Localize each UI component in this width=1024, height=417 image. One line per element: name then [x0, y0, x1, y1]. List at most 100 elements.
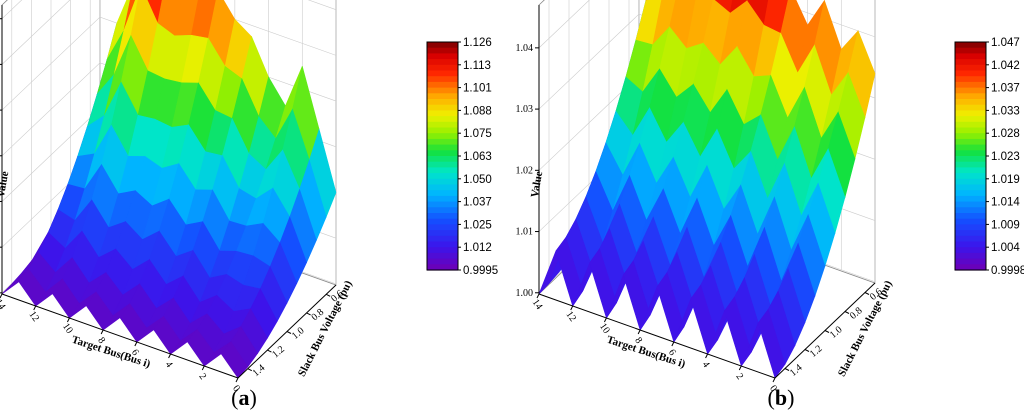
panel-label-close: ) — [787, 385, 794, 410]
x-tick-label: 14 — [0, 297, 7, 312]
surface-patch — [713, 0, 733, 14]
x-tick-label: 14 — [530, 297, 545, 312]
colorbar-band — [427, 184, 458, 191]
x-axis-line — [1, 293, 239, 379]
z-axis-title: Value — [0, 170, 11, 198]
colorbar-band — [955, 70, 986, 77]
y-tick-label: 1.4 — [788, 362, 805, 378]
y-tick-label: 1.0 — [828, 324, 845, 340]
colorbar-band — [427, 70, 458, 77]
colorbar-band — [427, 87, 458, 94]
colorbar-band — [427, 195, 458, 203]
x-tick-label: 6 — [129, 347, 141, 357]
colorbar-band — [427, 258, 458, 265]
colorbar-tick-label: 1.025 — [463, 219, 492, 231]
z-tick-label: 1.02 — [516, 165, 534, 176]
x-tick-label: 8 — [95, 335, 107, 345]
x-tick-mark — [671, 341, 675, 347]
colorbar-band — [955, 241, 986, 248]
z-tick-label: 1.01 — [516, 227, 534, 238]
colorbar-band — [955, 247, 986, 254]
y-tick-mark — [325, 293, 331, 297]
colorbar-band — [427, 121, 458, 129]
x-tick-mark — [536, 293, 540, 299]
colorbar-band — [427, 230, 458, 237]
colorbar-band — [427, 138, 458, 146]
x-tick-label: 0 — [230, 383, 242, 393]
y-axis-title: Slack Bus Voltage (pu) — [836, 278, 895, 378]
colorbar-band — [955, 173, 986, 180]
x-tick-mark — [168, 353, 172, 359]
z-gridline — [1, 0, 337, 65]
y-tick-mark — [247, 368, 253, 372]
colorbar-band — [427, 167, 458, 174]
colorbar-tick-label: 1.088 — [463, 105, 492, 117]
colorbar-tick-label: 1.126 — [463, 37, 492, 49]
colorbar-band — [427, 64, 458, 72]
x-tick-mark — [100, 329, 104, 335]
colorbar-band — [955, 64, 986, 72]
colorbar-band — [955, 99, 986, 106]
colorbar-band — [427, 241, 458, 248]
colorbar-band — [427, 213, 458, 220]
colorbar-tick-label: 1.023 — [991, 151, 1020, 163]
x-tick-label: 4 — [700, 359, 712, 369]
panel-label-open: ( — [768, 385, 775, 410]
colorbar-band — [427, 207, 458, 214]
colorbar-band — [427, 93, 458, 100]
colorbar-band — [955, 235, 986, 243]
x-tick-label: 2 — [733, 371, 745, 381]
colorbar-band — [427, 53, 458, 60]
y-axis-title: Slack Bus Voltage (pu) — [296, 278, 355, 378]
y-tick-label: 0.8 — [848, 305, 865, 321]
colorbar-tick-label: 1.028 — [991, 128, 1020, 140]
colorbar-band — [955, 87, 986, 94]
x-tick-label: 2 — [196, 371, 208, 381]
colorbar-band — [955, 116, 986, 123]
x-tick-mark — [603, 317, 607, 323]
colorbar-band — [955, 121, 986, 129]
colorbar-band — [955, 144, 986, 151]
x-tick-label: 6 — [666, 347, 678, 357]
colorbar-band — [427, 144, 458, 151]
colorbar-band — [955, 161, 986, 168]
colorbar-band — [955, 47, 986, 54]
y-tick-mark — [306, 312, 311, 316]
colorbar-tick-label: 1.014 — [991, 197, 1020, 209]
colorbar-band — [955, 59, 986, 66]
x-tick-mark — [235, 377, 239, 383]
x-tick-label: 10 — [60, 321, 75, 336]
colorbar-tick-label: 1.037 — [991, 83, 1020, 95]
colorbar-tick-label: 1.075 — [463, 128, 492, 140]
colorbar-band — [427, 42, 458, 49]
y-tick-mark — [824, 330, 830, 333]
chart-panel-b: 1.001.011.021.031.04024681012141.41.21.0… — [516, 0, 1024, 410]
colorbar-band — [427, 59, 458, 66]
colorbar-band — [427, 252, 458, 260]
colorbar-band — [427, 201, 458, 208]
colorbar-band — [955, 110, 986, 117]
colorbar-band — [955, 258, 986, 265]
colorbar-band — [427, 161, 458, 168]
colorbar-band — [427, 218, 458, 225]
colorbar-tick-label: 1.009 — [991, 219, 1020, 231]
colorbar-band — [427, 150, 458, 157]
colorbar-band — [427, 76, 458, 83]
y-tick-label: 1.4 — [251, 363, 268, 379]
colorbar-band — [427, 133, 458, 140]
colorbar-band — [955, 76, 986, 83]
colorbar-band — [955, 207, 986, 214]
y-tick-label: 1.2 — [808, 343, 825, 359]
colorbar-band — [955, 93, 986, 100]
colorbar-tick-label: 1.101 — [463, 83, 492, 95]
colorbar-band — [427, 178, 458, 186]
y-tick-mark — [784, 368, 790, 371]
colorbar-tick-label: 1.037 — [463, 197, 492, 209]
colorbar-band — [955, 190, 986, 197]
colorbar-tick-label: 1.019 — [991, 174, 1020, 186]
colorbar-band — [955, 53, 986, 60]
panel-label-close: ) — [250, 385, 257, 410]
colorbar-band — [427, 235, 458, 243]
colorbar-tick-label: 1.004 — [991, 242, 1020, 254]
